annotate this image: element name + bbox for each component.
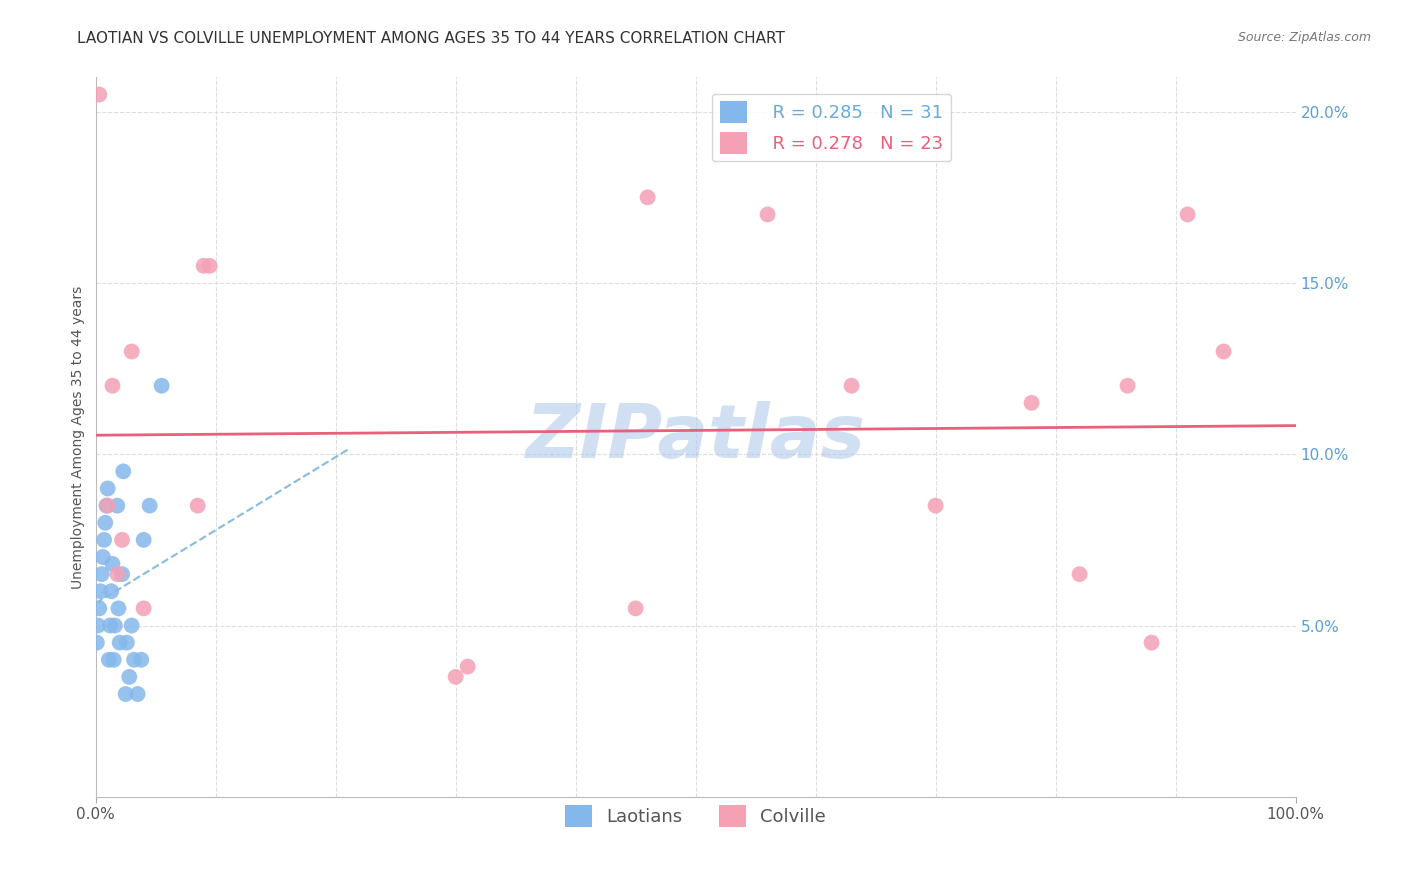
Point	[1116, 378, 1139, 392]
Point	[86, 635, 108, 649]
Point	[115, 635, 138, 649]
Point	[89, 601, 111, 615]
Point	[107, 601, 129, 615]
Point	[97, 482, 120, 496]
Point	[114, 687, 136, 701]
Point	[90, 567, 112, 582]
Point	[121, 344, 143, 359]
Point	[101, 378, 124, 392]
Point	[94, 516, 117, 530]
Point	[96, 499, 118, 513]
Point	[112, 464, 135, 478]
Point	[924, 499, 946, 513]
Point	[104, 618, 127, 632]
Point	[198, 259, 221, 273]
Point	[93, 533, 115, 547]
Point	[132, 601, 155, 615]
Point	[98, 618, 121, 632]
Point	[756, 207, 779, 221]
Point	[105, 567, 128, 582]
Point	[444, 670, 467, 684]
Point	[89, 87, 111, 102]
Point	[97, 499, 120, 513]
Point	[97, 653, 120, 667]
Text: LAOTIAN VS COLVILLE UNEMPLOYMENT AMONG AGES 35 TO 44 YEARS CORRELATION CHART: LAOTIAN VS COLVILLE UNEMPLOYMENT AMONG A…	[77, 31, 785, 46]
Text: ZIPatlas: ZIPatlas	[526, 401, 866, 474]
Y-axis label: Unemployment Among Ages 35 to 44 years: Unemployment Among Ages 35 to 44 years	[72, 285, 86, 589]
Point	[132, 533, 155, 547]
Point	[637, 190, 659, 204]
Point	[138, 499, 160, 513]
Point	[1140, 635, 1163, 649]
Point	[87, 618, 110, 632]
Point	[457, 659, 479, 673]
Point	[105, 499, 128, 513]
Point	[127, 687, 149, 701]
Point	[111, 533, 134, 547]
Point	[624, 601, 647, 615]
Legend: Laotians, Colville: Laotians, Colville	[558, 798, 834, 835]
Point	[108, 635, 131, 649]
Point	[89, 584, 111, 599]
Point	[187, 499, 209, 513]
Text: Source: ZipAtlas.com: Source: ZipAtlas.com	[1237, 31, 1371, 45]
Point	[91, 549, 114, 564]
Point	[1069, 567, 1091, 582]
Point	[103, 653, 125, 667]
Point	[118, 670, 141, 684]
Point	[122, 653, 145, 667]
Point	[129, 653, 152, 667]
Point	[1177, 207, 1199, 221]
Point	[101, 557, 124, 571]
Point	[121, 618, 143, 632]
Point	[100, 584, 122, 599]
Point	[1021, 396, 1043, 410]
Point	[111, 567, 134, 582]
Point	[150, 378, 173, 392]
Point	[841, 378, 863, 392]
Point	[193, 259, 215, 273]
Point	[1212, 344, 1234, 359]
